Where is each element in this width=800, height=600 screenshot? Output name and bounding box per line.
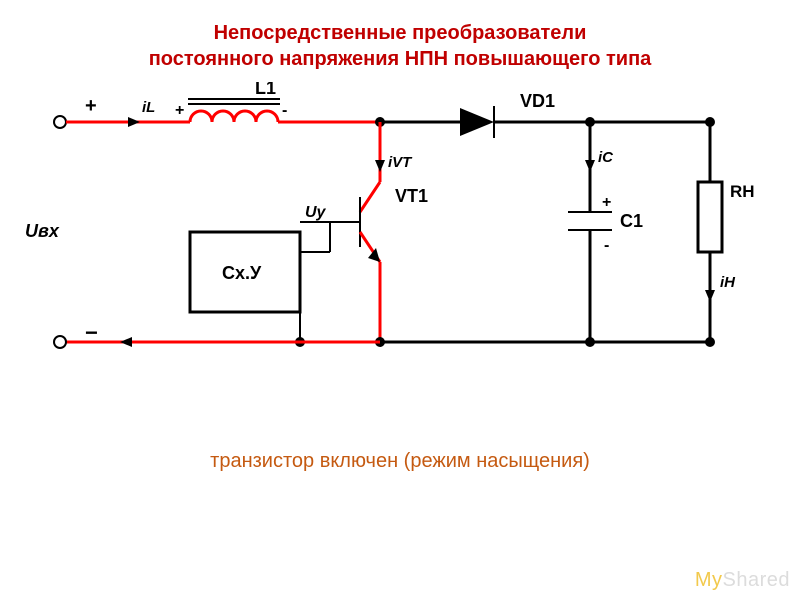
c-minus-label: - <box>604 237 609 254</box>
ic-label: iC <box>598 149 614 166</box>
ih-label: iН <box>720 274 736 291</box>
title-line2: постоянного напряжения НПН повышающего т… <box>149 48 652 70</box>
l-minus-label: - <box>282 102 287 119</box>
ivt-arrow-icon <box>375 160 385 172</box>
l-plus-label: + <box>175 102 184 119</box>
caption: транзистор включен (режим насыщения) <box>0 450 800 473</box>
rh-label: RН <box>730 182 755 201</box>
l1-label: L1 <box>255 82 276 98</box>
vd1-label: VD1 <box>520 91 555 111</box>
return-arrow-icon <box>120 337 132 347</box>
minus-in-label: − <box>85 320 98 345</box>
circuit-diagram: Uвх + − iL + - L1 iVT VT1 Uу Сх.У VD1 iC… <box>0 82 800 402</box>
il-arrow-icon <box>128 117 140 127</box>
vt1-label: VT1 <box>395 186 428 206</box>
c1-label: C1 <box>620 211 643 231</box>
ic-arrow-icon <box>585 160 595 172</box>
sxy-label: Сх.У <box>222 263 262 283</box>
ivt-label: iVT <box>388 154 413 171</box>
il-label: iL <box>142 99 155 116</box>
title-line1: Непосредственные преобразователи <box>214 22 587 44</box>
ih-arrow-icon <box>705 290 715 302</box>
uy-label: Uу <box>305 204 327 221</box>
watermark: MyShared <box>695 569 790 592</box>
plus-in-label: + <box>85 95 97 117</box>
diode-vd1 <box>460 106 494 138</box>
input-pos-terminal <box>54 116 66 128</box>
input-neg-terminal <box>54 336 66 348</box>
capacitor-c1 <box>568 212 612 230</box>
inductor-l1 <box>188 99 280 122</box>
c-plus-label: + <box>602 194 611 211</box>
uin-label: Uвх <box>25 221 60 241</box>
resistor-rh <box>698 182 722 252</box>
